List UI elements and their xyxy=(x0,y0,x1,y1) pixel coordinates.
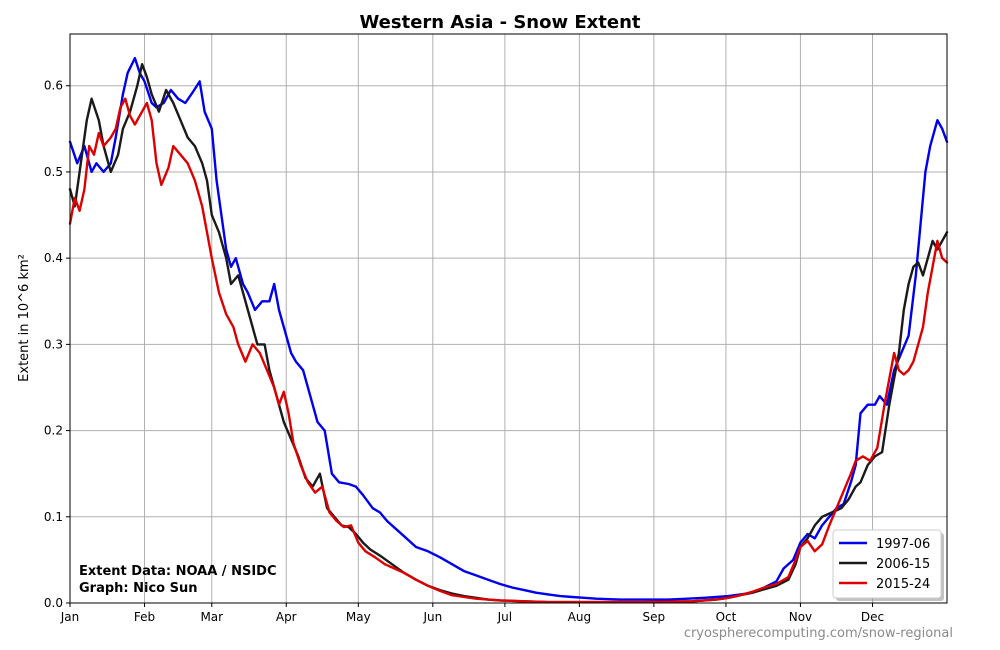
series-line-1997-06 xyxy=(68,56,949,601)
x-tick-label: Apr xyxy=(276,610,297,624)
grid-lines xyxy=(69,34,947,604)
legend: 1997-06 2006-15 2015-24 xyxy=(832,529,944,601)
x-tick-label: Mar xyxy=(200,610,223,624)
legend-box xyxy=(832,529,942,599)
y-tick-label: 0.6 xyxy=(44,79,63,93)
x-tick-label: Feb xyxy=(134,610,155,624)
y-tick-label: 0.2 xyxy=(44,424,63,438)
x-tick-label: May xyxy=(346,610,371,624)
x-tick-label: Sep xyxy=(643,610,666,624)
data-credit: Extent Data: NOAA / NSIDC Graph: Nico Su… xyxy=(79,564,276,596)
y-tick-label: 0.0 xyxy=(44,596,63,610)
x-tick-label: Oct xyxy=(716,610,737,624)
x-axis-ticks: Jan Feb Mar Apr May Jun Jul Aug Sep Oct Nov Dec xyxy=(60,603,884,624)
x-tick-label: Jul xyxy=(497,610,512,624)
credit-line-graph: Graph: Nico Sun xyxy=(79,581,198,596)
x-tick-label: Jan xyxy=(60,610,80,624)
y-axis-ticks: 0.0 0.1 0.2 0.3 0.4 0.5 0.6 xyxy=(44,79,70,610)
legend-label: 2006-15 xyxy=(876,557,930,572)
series-lines xyxy=(68,56,949,604)
series-line-2015-24 xyxy=(68,97,949,604)
y-tick-label: 0.1 xyxy=(44,510,63,524)
source-watermark: cryospherecomputing.com/snow-regional xyxy=(684,626,953,641)
series-line-2006-15 xyxy=(68,62,949,604)
x-tick-label: Dec xyxy=(861,610,884,624)
x-tick-label: Jun xyxy=(422,610,442,624)
y-tick-label: 0.4 xyxy=(44,251,63,265)
x-tick-label: Nov xyxy=(789,610,812,624)
legend-label: 2015-24 xyxy=(876,577,930,592)
y-tick-label: 0.5 xyxy=(44,165,63,179)
x-tick-label: Aug xyxy=(568,610,591,624)
plot-frame xyxy=(69,33,948,604)
y-tick-label: 0.3 xyxy=(44,337,63,351)
chart-title: Western Asia - Snow Extent xyxy=(359,12,640,33)
legend-label: 1997-06 xyxy=(876,537,930,552)
y-axis-label: Extent in 10^6 km² xyxy=(17,254,32,382)
credit-line-data: Extent Data: NOAA / NSIDC xyxy=(79,564,276,579)
